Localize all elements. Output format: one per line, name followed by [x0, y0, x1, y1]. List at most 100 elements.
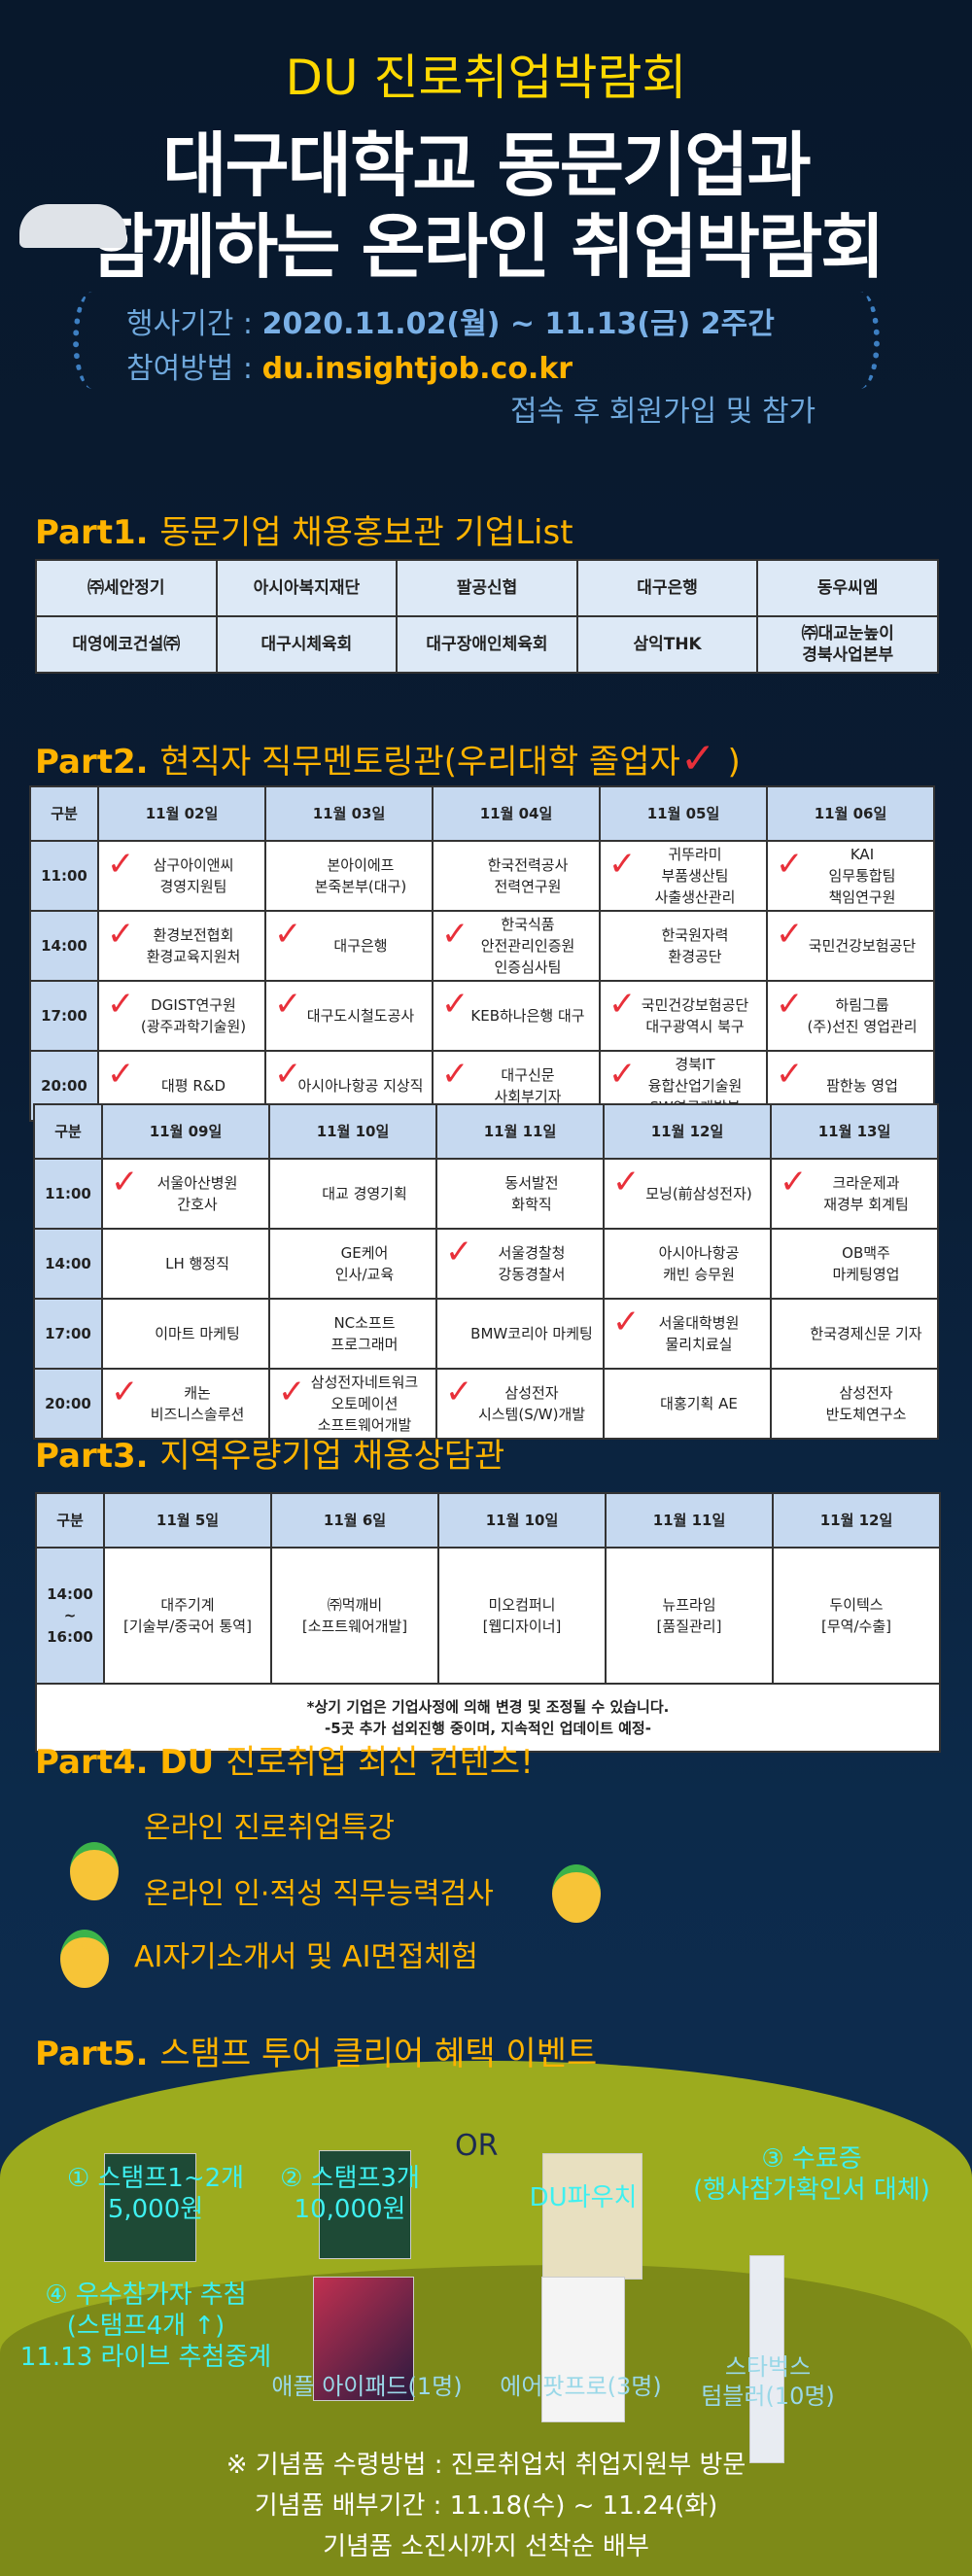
- company-cell: 동우씨엠: [756, 559, 939, 617]
- airpods-image: [541, 2277, 625, 2422]
- cell-text: 환경보전협회: [153, 926, 234, 944]
- time-cell: 17:00: [29, 980, 99, 1052]
- mascot-binoculars-icon: [552, 1864, 601, 1923]
- notice-first-come: 기념품 소진시까지 선착순 배부: [323, 2532, 649, 2561]
- check-icon: ✓: [776, 1055, 804, 1094]
- site-link[interactable]: du.insightjob.co.kr: [261, 352, 573, 386]
- check-icon: ✓: [780, 1163, 808, 1201]
- mentor-cell: NC소프트 프로그래머: [268, 1298, 437, 1370]
- company-cell: 뉴프라임 [품질관리]: [605, 1547, 774, 1685]
- cell-text: 모닝(前삼성전자): [645, 1185, 752, 1202]
- company-cell: 팔공신협: [396, 559, 578, 617]
- company-cell: 대구시체육회: [215, 615, 399, 674]
- cell-text: 화학직: [511, 1196, 552, 1213]
- company-cell: ㈜세안정기: [35, 559, 218, 617]
- content-item-aptitude-test[interactable]: 온라인 인·적성 직무능력검사: [144, 1877, 494, 1911]
- mentor-cell: ✓ 캐논 비즈니스솔루션: [101, 1368, 270, 1440]
- mentor-cell: 한국경제신문 기자: [770, 1298, 939, 1370]
- content-item-ai-interview[interactable]: AI자기소개서 및 AI면접체험: [134, 1940, 478, 1974]
- mentor-cell: ✓ 하림그룹 (주)선진 영업관리: [766, 980, 935, 1052]
- check-icon: ✓: [274, 915, 302, 954]
- cell-text: 한국원자력: [661, 926, 729, 944]
- cell-text: 대교 경영기획: [322, 1185, 407, 1202]
- cell-text: [웹디자이너]: [482, 1618, 562, 1635]
- starbucks-card-image: [319, 2150, 411, 2259]
- cell-text: 미오컴퍼니: [488, 1596, 556, 1614]
- participation-note: 접속 후 회원가입 및 참가: [510, 395, 816, 429]
- prize-2: ② 스탬프3개 10,000원: [280, 2164, 420, 2224]
- cell-text: 환경교육지원처: [146, 948, 241, 965]
- column-header: 11월 11일: [435, 1103, 605, 1160]
- part2-mentoring-table-week1: 구분 11월 02일 11월 03일 11월 04일 11월 05일 11월 06일 11:…: [29, 785, 935, 1122]
- header-row: 구분 11월 09일 11월 10일 11월 11일 11월 12일 11월 13일: [33, 1103, 939, 1160]
- cell-text: 대구신문: [501, 1066, 555, 1084]
- cell-text: ~: [63, 1607, 77, 1624]
- column-header: 구분: [33, 1103, 103, 1160]
- company-cell: ㈜먹깨비 [소프트웨어개발]: [270, 1547, 439, 1685]
- cell-text: 삼성전자: [839, 1384, 893, 1402]
- cell-text: 본죽본부(대구): [314, 878, 407, 895]
- cell-text: 하림그룹: [835, 996, 889, 1014]
- cell-text: 융합산업기술원: [647, 1077, 743, 1095]
- mentor-cell: ✓ 서울아산병원 간호사: [101, 1158, 270, 1230]
- column-header: 11월 13일: [770, 1103, 939, 1160]
- cell-text: 귀뚜라미: [668, 846, 722, 863]
- time-cell: 11:00: [29, 840, 99, 912]
- event-subtitle: DU 진로취업박람회: [285, 50, 687, 106]
- cell-text: 서울대학병원: [658, 1314, 740, 1332]
- cell-text: 안전관리인증원: [480, 937, 575, 955]
- content-item-lecture[interactable]: 온라인 진로취업특강: [144, 1811, 395, 1845]
- mentor-cell: 본아이에프 본죽본부(대구): [264, 840, 434, 912]
- cell-text: DGIST연구원: [151, 996, 236, 1014]
- cell-text: 마케팅영업: [832, 1266, 900, 1283]
- mentor-cell: 이마트 마케팅: [101, 1298, 270, 1370]
- check-icon: ✓: [107, 1055, 135, 1094]
- cell-text: 국민건강보험공단: [808, 937, 917, 955]
- mentor-cell: ✓ 국민건강보험공단 대구광역시 북구: [599, 980, 768, 1052]
- check-icon: ✓: [107, 845, 135, 884]
- mentor-cell: ✓ 국민건강보험공단: [766, 910, 935, 982]
- column-header: 11월 03일: [264, 785, 434, 842]
- column-header: 11월 12일: [772, 1492, 941, 1549]
- company-cell: ㈜대교눈높이 경북사업본부: [756, 615, 939, 674]
- company-cell: 아시아복지재단: [215, 559, 399, 617]
- mentor-cell: 대교 경영기획: [268, 1158, 437, 1230]
- cell-text: [품질관리]: [656, 1618, 722, 1635]
- product-ipad: 애플 아이패드(1명): [271, 2373, 463, 2400]
- cell-text: 재경부 회계팀: [823, 1196, 909, 1213]
- table-row: 11:00 ✓ 서울아산병원 간호사 대교 경영기획 동서발전 화학직 ✓ 모닝(前삼성전자) ✓…: [33, 1158, 939, 1230]
- cell-text: 대평 R&D: [160, 1077, 226, 1095]
- check-icon: ✓: [612, 1163, 641, 1201]
- du-pouch-image: [542, 2153, 642, 2280]
- mentor-cell: ✓ DGIST연구원 (광주과학기술원): [97, 980, 266, 1052]
- mentor-cell: ✓ KAI 임무통합팀 책임연구원: [766, 840, 935, 912]
- time-cell: 20:00: [33, 1368, 103, 1440]
- cell-text: 16:00: [47, 1628, 93, 1646]
- cell-text: ㈜먹깨비: [327, 1596, 383, 1614]
- cell-text: 물리치료실: [665, 1336, 733, 1353]
- column-header: 11월 5일: [103, 1492, 272, 1549]
- mentor-cell: ✓ 대구은행: [264, 910, 434, 982]
- check-icon: ✓: [776, 845, 804, 884]
- cell-text: -5곳 추가 섭외진행 중이며, 지속적인 업데이트 예정-: [325, 1720, 651, 1737]
- mascot-cheering-icon: [60, 1930, 109, 1988]
- cell-text: KAI: [850, 846, 875, 863]
- table-row: 20:00 ✓ 캐논 비즈니스솔루션 ✓ 삼성전자네트워크 오토메이션 소프트웨어개발 ✓ 삼성전…: [33, 1368, 939, 1440]
- check-icon: ✓: [107, 915, 135, 954]
- cell-text: 책임연구원: [828, 888, 896, 906]
- cell-text: 프로그래머: [330, 1336, 399, 1353]
- check-icon: ✓: [111, 1373, 139, 1411]
- cell-text: 비즈니스솔루션: [150, 1406, 245, 1423]
- part5-heading: Part5. 스탬프 투어 클리어 혜택 이벤트: [35, 2035, 598, 2073]
- cell-text: 환경공단: [668, 948, 722, 965]
- table-row: 대영에코건설㈜ 대구시체육회 대구장애인체육회 삼익THK ㈜대교눈높이 경북사업본부: [35, 615, 939, 674]
- notes-row: *상기 기업은 기업사정에 의해 변경 및 조정될 수 있습니다. -5곳 추가 …: [35, 1683, 941, 1753]
- mentor-cell: 한국전력공사 전력연구원: [432, 840, 601, 912]
- check-icon: ✓: [445, 1373, 473, 1411]
- part4-heading: Part4. DU 진로취업 최신 컨텐츠!: [35, 1743, 534, 1782]
- check-icon: ✓: [608, 985, 637, 1024]
- company-cell: 대주기계 [기술부/중국어 통역]: [103, 1547, 272, 1685]
- mentor-cell: ✓ 대구도시철도공사: [264, 980, 434, 1052]
- cell-text: 국민건강보험공단: [641, 996, 749, 1014]
